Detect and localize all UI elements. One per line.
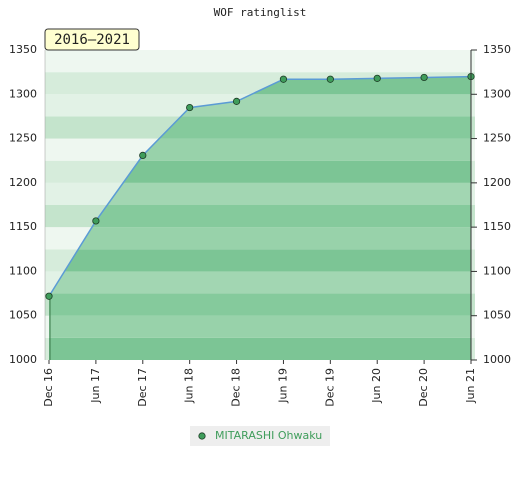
y2-tick-label: 1000 bbox=[483, 353, 511, 366]
period-box bbox=[44, 28, 140, 51]
marker bbox=[186, 103, 194, 112]
y-tick-label: 1300 bbox=[9, 87, 37, 100]
legend-box bbox=[190, 426, 330, 446]
area-band bbox=[49, 205, 471, 228]
y2-tick-label: 1050 bbox=[483, 309, 511, 322]
y-tick-label: 1000 bbox=[9, 353, 37, 366]
legend-label: MITARASHI Ohwaku bbox=[215, 429, 322, 442]
marker bbox=[92, 217, 100, 225]
y2-tick-label: 1350 bbox=[483, 43, 511, 56]
area-band bbox=[49, 182, 471, 205]
x-tick-label: Jun 20 bbox=[370, 368, 383, 404]
x-tick-label: Dec 19 bbox=[323, 368, 336, 407]
y-tick-label: 1050 bbox=[9, 309, 37, 322]
area-band bbox=[49, 337, 471, 360]
y2-tick-label: 1300 bbox=[483, 87, 511, 100]
marker bbox=[279, 75, 288, 83]
y2-tick-label: 1250 bbox=[483, 132, 511, 145]
legend-marker bbox=[198, 432, 206, 440]
x-tick-label: Dec 20 bbox=[417, 368, 430, 407]
y-tick-label: 1250 bbox=[9, 132, 37, 145]
line bbox=[48, 75, 472, 297]
area-band bbox=[49, 271, 471, 294]
x-tick-label: Jun 18 bbox=[183, 368, 196, 404]
period-label: 2016–2021 bbox=[54, 32, 130, 48]
marker bbox=[373, 74, 381, 82]
y-tick-label: 1150 bbox=[9, 220, 37, 233]
band bbox=[45, 50, 475, 73]
y2-tick-label: 1100 bbox=[483, 264, 511, 277]
area-band bbox=[49, 160, 471, 183]
marker bbox=[232, 97, 241, 105]
area-band bbox=[49, 249, 471, 272]
x-tick-label: Jun 19 bbox=[276, 368, 289, 404]
marker bbox=[139, 151, 147, 159]
x-tick-label: Dec 17 bbox=[136, 368, 149, 407]
area-band bbox=[49, 227, 471, 250]
y2-tick-label: 1200 bbox=[483, 176, 511, 189]
y-tick-label: 1350 bbox=[9, 43, 37, 56]
x-tick-label: Dec 18 bbox=[230, 368, 243, 407]
marker bbox=[45, 292, 53, 300]
x-tick-label: Jun 17 bbox=[89, 368, 102, 404]
area-band bbox=[49, 293, 471, 316]
marker bbox=[326, 75, 334, 83]
area-band bbox=[49, 315, 471, 338]
marker bbox=[420, 73, 428, 82]
y-tick-label: 1100 bbox=[9, 264, 37, 277]
x-tick-label: Dec 16 bbox=[42, 368, 55, 407]
y2-tick-label: 1150 bbox=[483, 220, 511, 233]
x-tick-label: Jun 21 bbox=[464, 368, 477, 404]
chart-title: WOF ratinglist bbox=[214, 6, 307, 19]
y-tick-label: 1200 bbox=[9, 176, 37, 189]
